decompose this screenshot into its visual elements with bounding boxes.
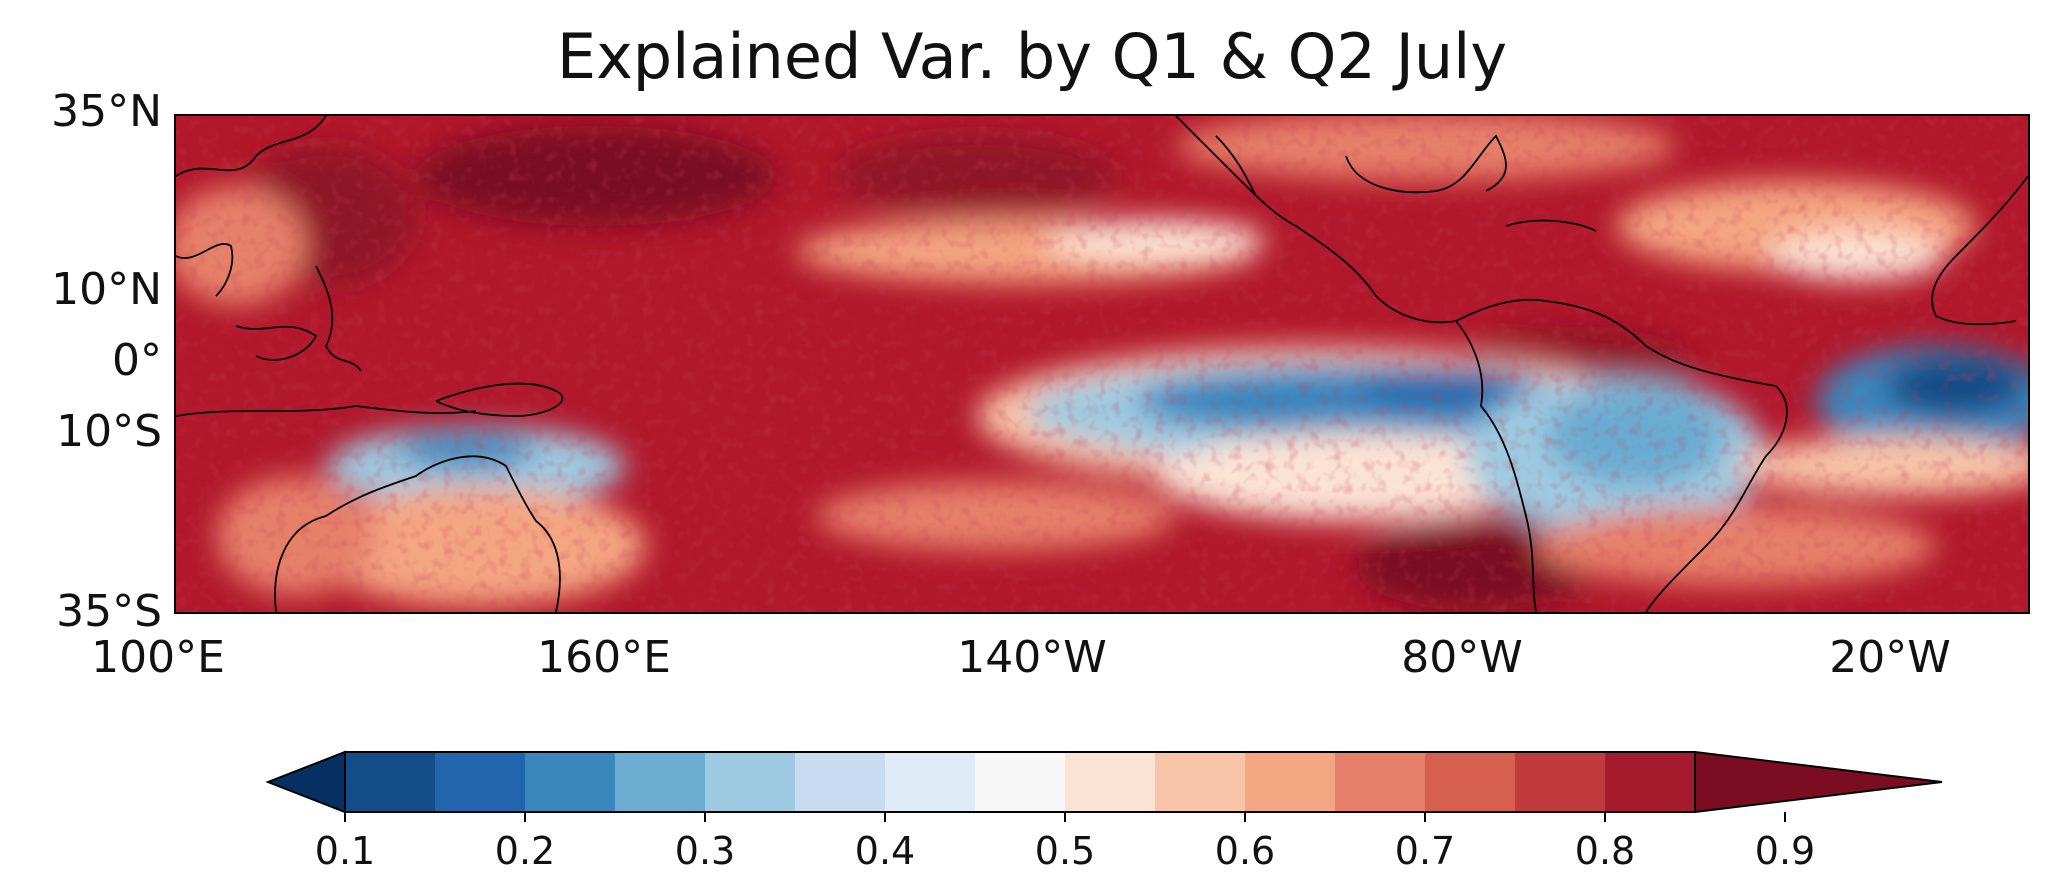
map-panel <box>174 114 2030 614</box>
texture-overlay <box>176 116 2028 612</box>
colorbar: 0.1 0.2 0.3 0.4 0.5 0.6 0.7 0.8 0.9 <box>265 750 1943 873</box>
colorbar-extend-min <box>265 750 346 814</box>
colorbar-tick-label: 0.6 <box>1215 829 1275 873</box>
colorbar-segment <box>525 752 615 812</box>
colorbar-tick-label: 0.9 <box>1755 829 1815 873</box>
colorbar-tick-label: 0.8 <box>1575 829 1635 873</box>
colorbar-segment <box>1425 752 1515 812</box>
lon-label-140w: 140°W <box>957 632 1107 683</box>
lat-label-35s: 35°S <box>56 586 162 637</box>
lat-label-35n: 35°N <box>51 86 162 137</box>
colorbar-segment <box>975 752 1065 812</box>
lon-label-100e: 100°E <box>91 632 225 683</box>
map-title: Explained Var. by Q1 & Q2 July <box>556 20 1508 93</box>
colorbar-segment <box>1515 752 1605 812</box>
lat-label-10s: 10°S <box>56 406 162 457</box>
colorbar-border <box>344 751 1696 813</box>
colorbar-tick-label: 0.5 <box>1035 829 1095 873</box>
lon-label-80w: 80°W <box>1401 632 1523 683</box>
colorbar-segment <box>1335 752 1425 812</box>
colorbar-tick-label: 0.2 <box>495 829 555 873</box>
colorbar-segment <box>1155 752 1245 812</box>
lat-label-10n: 10°N <box>51 264 162 315</box>
colorbar-tick-label: 0.7 <box>1395 829 1455 873</box>
colorbar-segment <box>705 752 795 812</box>
lat-label-eq: 0° <box>112 335 162 386</box>
colorbar-segment <box>795 752 885 812</box>
lon-label-20w: 20°W <box>1829 632 1951 683</box>
lon-label-160e: 160°E <box>537 632 671 683</box>
coastlines <box>176 116 2028 612</box>
colorbar-segment <box>1065 752 1155 812</box>
colorbar-segment <box>1245 752 1335 812</box>
colorbar-segment <box>615 752 705 812</box>
colorbar-tick-label: 0.1 <box>315 829 375 873</box>
colorbar-tick-label: 0.3 <box>675 829 735 873</box>
colorbar-segment <box>885 752 975 812</box>
contour-map <box>176 116 2028 612</box>
colorbar-segment <box>435 752 525 812</box>
colorbar-segment <box>1605 752 1695 812</box>
colorbar-segment <box>345 752 435 812</box>
colorbar-tick-label: 0.4 <box>855 829 915 873</box>
colorbar-extend-max <box>1694 750 1943 814</box>
